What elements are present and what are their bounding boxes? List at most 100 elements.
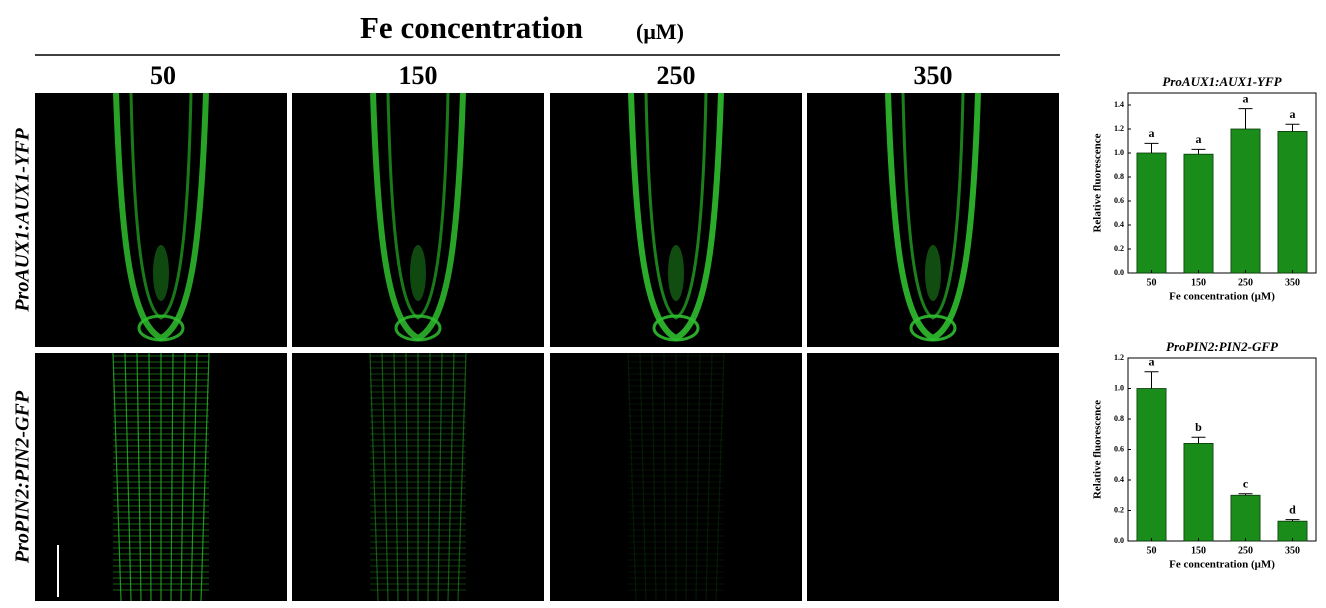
cell-file (393, 352, 399, 602)
y-tick-label: 1.2 (1114, 124, 1124, 133)
error-bar (1191, 436, 1206, 444)
micrograph (550, 353, 802, 601)
y-tick-label: 0.0 (1114, 536, 1124, 545)
plot-frame (1127, 92, 1317, 274)
bar (1277, 130, 1308, 274)
y-tick-label: 0.6 (1114, 444, 1124, 453)
row-label: ProAUX1:AUX1-YFP (12, 128, 34, 313)
significance-letter: c (1243, 476, 1249, 490)
micrographs (35, 92, 1059, 602)
y-tick-label: 1.4 (1114, 100, 1124, 109)
cell-file (685, 352, 689, 602)
x-tick-label: 50 (1147, 545, 1157, 556)
root-inner (386, 92, 450, 320)
x-tick-label: 150 (1191, 545, 1206, 556)
x-tick-label: 350 (1285, 545, 1300, 556)
cell-file (627, 352, 637, 602)
error-bar (1144, 142, 1159, 153)
row-label: ProPIN2:PIN2-GFP (12, 390, 34, 564)
y-tick-label: 1.0 (1114, 383, 1124, 392)
root-inner (901, 92, 965, 320)
cell-file (405, 352, 409, 602)
cell-file (457, 352, 467, 602)
error-bar (1238, 108, 1253, 129)
significance-letter: b (1195, 420, 1202, 434)
x-tick-label: 350 (1285, 277, 1300, 288)
x-tick-label: 250 (1238, 545, 1253, 556)
x-axis-label: Fe concentration (μM) (1169, 559, 1275, 571)
y-tick-label: 0.2 (1114, 505, 1124, 514)
micrograph (550, 93, 802, 347)
significance-letter: a (1290, 107, 1296, 121)
x-axis-label: Fe concentration (μM) (1169, 291, 1275, 303)
y-tick-label: 1.2 (1114, 353, 1124, 362)
bar (1230, 128, 1261, 274)
y-axis-label: Relative fluorescence (1092, 400, 1104, 499)
column-label: 350 (914, 61, 953, 90)
charts: ProAUX1:AUX1-YFP 0.0 0.2 0.4 0.6 0.8 1.0 1.2 1.4… (1092, 74, 1317, 571)
micrograph (292, 353, 544, 601)
error-bar (1285, 123, 1300, 132)
x-tick-label: 50 (1147, 277, 1157, 288)
cell-file (381, 352, 389, 602)
y-tick-label: 0.6 (1114, 196, 1124, 205)
y-tick-label: 1.0 (1114, 148, 1124, 157)
cell-file (651, 352, 657, 602)
bar (1183, 442, 1214, 542)
root-outline (628, 92, 724, 342)
x-tick-label: 250 (1238, 277, 1253, 288)
figure-title-unit: (μM) (636, 19, 684, 44)
chart-title: ProAUX1:AUX1-YFP (1162, 74, 1282, 89)
significance-letter: a (1196, 132, 1202, 146)
cell-file (447, 352, 455, 602)
root-outline (370, 92, 466, 342)
micrograph (807, 353, 1059, 601)
root-inner (129, 92, 193, 320)
root-cap (137, 314, 185, 342)
micrograph (807, 93, 1059, 347)
y-tick-label: 0.2 (1114, 244, 1124, 253)
root-cap (394, 314, 442, 342)
root-stele (668, 245, 684, 301)
cell-file (639, 352, 647, 602)
y-tick-label: 0.8 (1114, 414, 1124, 423)
cell-file (705, 352, 713, 602)
root-cap (909, 314, 957, 342)
root-stele (410, 245, 426, 301)
y-tick-label: 0.8 (1114, 172, 1124, 181)
root-stele (925, 245, 941, 301)
bar (1136, 152, 1167, 274)
column-label: 250 (657, 61, 696, 90)
column-label: 50 (150, 61, 176, 90)
error-bar (1285, 519, 1300, 522)
cell-file (695, 352, 701, 602)
significance-letter: a (1243, 91, 1249, 105)
root-inner (644, 92, 708, 320)
root-outline (113, 92, 209, 342)
x-tick-label: 150 (1191, 277, 1206, 288)
error-bar (1238, 493, 1253, 496)
y-tick-label: 0.4 (1114, 220, 1124, 229)
cell-file (437, 352, 443, 602)
micrograph (292, 93, 544, 347)
significance-letter: a (1149, 126, 1155, 140)
significance-letter: a (1149, 354, 1155, 368)
column-label: 150 (399, 61, 438, 90)
significance-letter: d (1289, 502, 1296, 516)
bar (1183, 153, 1214, 274)
bar (1136, 388, 1167, 542)
cell-file (427, 352, 431, 602)
chart-title: ProPIN2:PIN2-GFP (1166, 339, 1279, 354)
y-tick-label: 0.4 (1114, 475, 1124, 484)
root-cap (652, 314, 700, 342)
error-bar (1144, 371, 1159, 389)
error-bar (1191, 148, 1206, 155)
micrograph (35, 93, 287, 347)
cell-file (369, 352, 379, 602)
bar (1230, 494, 1261, 542)
root-stele (153, 245, 169, 301)
cell-file (663, 352, 667, 602)
figure-title: Fe concentration (360, 10, 583, 45)
